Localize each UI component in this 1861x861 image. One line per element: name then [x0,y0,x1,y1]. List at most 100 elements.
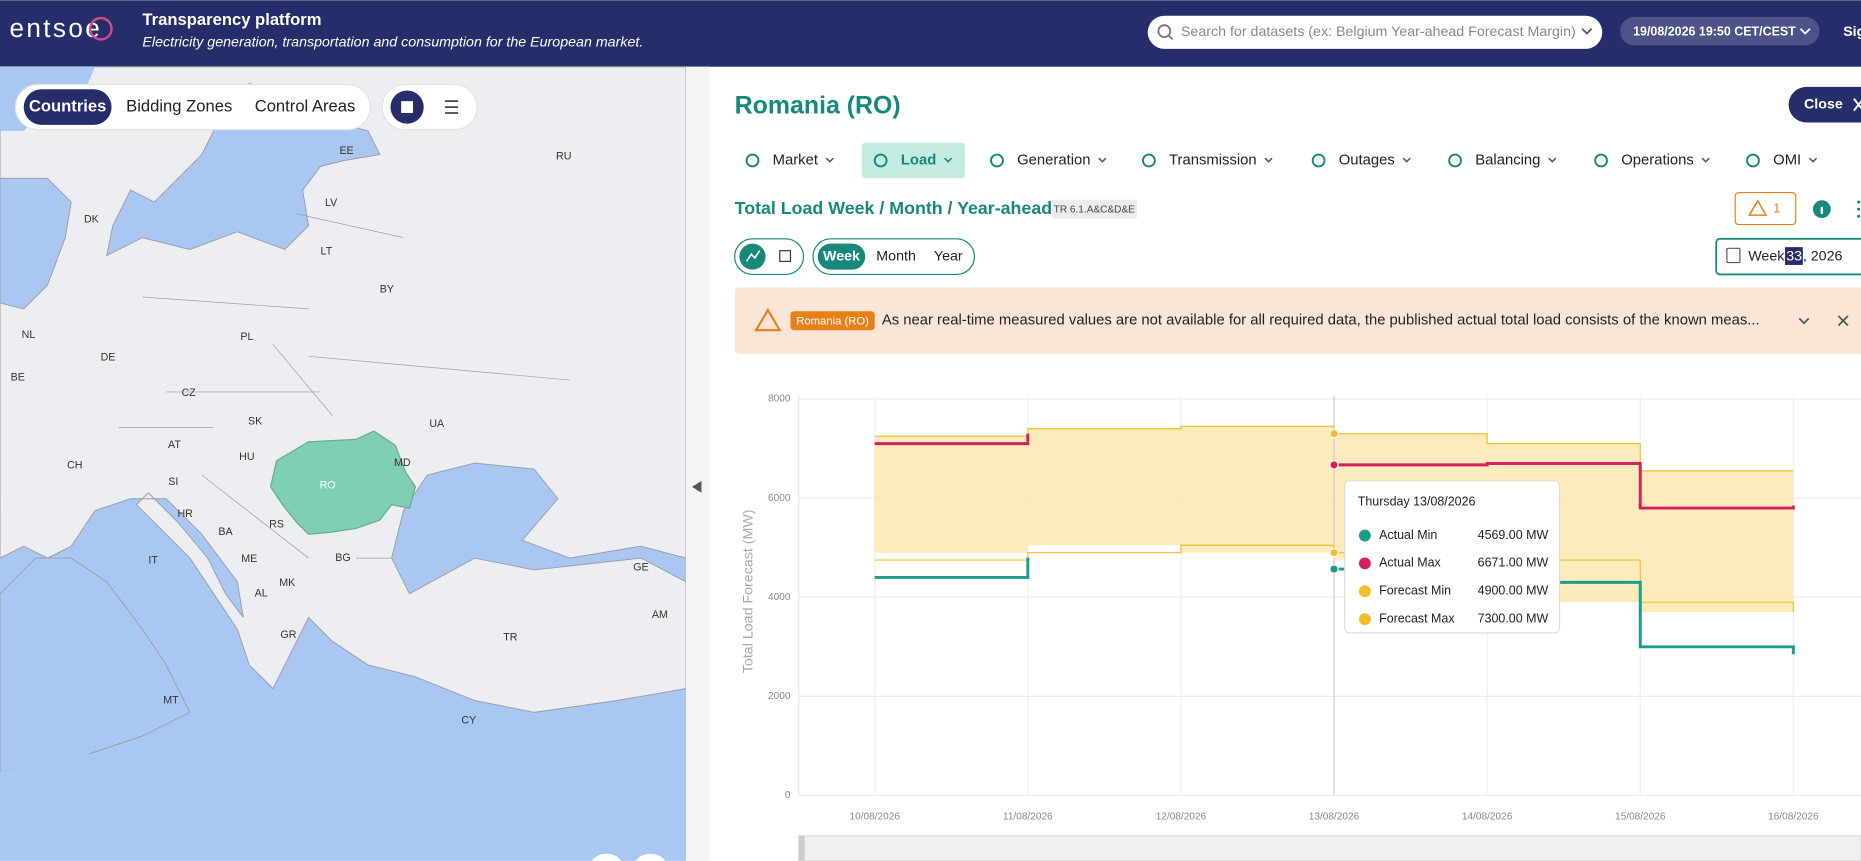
menu-chevron [1808,157,1818,163]
search-box[interactable] [1147,15,1603,49]
date-prefix: Week [1748,248,1785,264]
date-selection [1785,247,1803,265]
country-label[interactable]: LT [321,246,333,258]
menu-item[interactable]: Load [901,152,936,168]
collapse-arrow[interactable] [691,480,702,493]
menu-item[interactable]: Balancing [1475,152,1540,168]
more-button[interactable] [1857,200,1861,204]
close-button[interactable] [1788,86,1861,123]
menu-item[interactable]: Operations [1621,152,1694,168]
country-label[interactable]: RU [556,151,571,163]
more-button[interactable] [1857,214,1861,218]
border [118,213,570,559]
menu-chevron [944,157,953,163]
country-label[interactable]: BY [380,284,394,296]
country-label[interactable]: BE [11,372,25,384]
splitter[interactable] [686,66,710,861]
menu-item[interactable]: Generation [1017,152,1090,168]
y-axis-label: Total Load Forecast (MW) [741,509,757,673]
menu-chevron [1701,157,1710,163]
datetime-pill[interactable] [1620,16,1820,46]
chevron [1799,28,1811,35]
menu-item[interactable]: Market [773,152,819,168]
country-label[interactable]: BG [335,552,350,564]
country-label[interactable]: BA [218,526,233,538]
hover-point [1329,460,1339,470]
country-label[interactable]: CY [461,715,476,727]
tooltip-value: 4900.00 MW [1478,584,1549,598]
menu-chevron [1098,157,1107,163]
period-option[interactable]: Year [934,248,963,264]
country-label[interactable]: SK [248,415,262,427]
tooltip [1344,480,1561,634]
map-tab[interactable]: Countries [29,96,107,115]
country-label[interactable]: NL [22,329,36,341]
menu-icon [1746,153,1760,168]
map-tab[interactable]: Bidding Zones [126,96,232,115]
country-label[interactable]: PL [240,331,253,343]
navigator-handle[interactable] [798,835,805,861]
map-tab[interactable]: Control Areas [255,96,356,115]
more-button[interactable] [1857,207,1861,211]
country-label[interactable]: MD [394,457,411,469]
notice-badge [790,311,875,331]
header-title: Transparency platform [142,10,321,29]
country-label[interactable]: DK [84,214,99,226]
calendar-icon [1726,247,1741,264]
menu-item[interactable]: OMI [1773,152,1801,168]
x-tick-label: 11/08/2026 [1003,811,1053,822]
map-control[interactable] [631,853,669,861]
date-selected: 33 [1786,248,1802,264]
country-label[interactable]: LV [325,197,338,209]
period-option[interactable]: Week [823,248,860,264]
country-label[interactable]: SI [168,476,178,488]
list-view-button[interactable] [445,100,459,114]
notice-badge-label: Romania (RO) [796,315,869,327]
country-label[interactable]: GR [280,629,296,641]
notice-icon [754,307,782,332]
mediterranean [0,557,191,773]
menu-icon [1141,153,1156,168]
alert-icon [1748,199,1768,216]
country-label[interactable]: GE [633,561,648,573]
alert-count: 1 [1773,201,1780,216]
tooltip-swatch [1358,585,1371,598]
logo[interactable]: entsoe [9,13,102,43]
dataset-code: TR 6.1.A&C&D&E [1054,204,1135,215]
tooltip-swatch [1358,557,1371,570]
country-label[interactable]: DE [101,351,116,363]
chart-view-button[interactable] [739,243,766,270]
romania-selected[interactable] [269,430,417,535]
alert-button[interactable] [1734,191,1797,226]
menu-item[interactable]: Transmission [1169,152,1257,168]
country-label[interactable]: AM [652,609,668,621]
notice-expand[interactable] [1798,317,1810,325]
menu-item[interactable]: Outages [1339,152,1395,168]
map-control[interactable] [587,853,625,861]
sign-in[interactable]: Sig [1843,24,1861,40]
tab-selected [23,89,112,125]
period-option[interactable]: Month [876,248,916,264]
menu-icon [1594,153,1608,168]
country-label[interactable]: MK [279,577,295,589]
country-label[interactable]: AL [255,588,268,600]
country-label[interactable]: MT [163,694,179,706]
country-label[interactable]: UA [429,418,445,430]
dataset-title: Total Load Week / Month / Year-ahead [735,198,1052,218]
country-label[interactable]: EE [339,145,353,157]
country-label[interactable]: RO [320,480,336,492]
country-label[interactable]: TR [503,631,518,643]
country-label[interactable]: HR [177,508,193,520]
country-label[interactable]: HU [239,451,254,463]
country-label[interactable]: ME [241,553,257,565]
country-label[interactable]: CH [67,459,82,471]
country-label[interactable]: AT [168,439,181,451]
table-view-button[interactable] [779,250,792,262]
country-label[interactable]: CZ [182,387,197,399]
country-label[interactable]: RS [269,519,284,531]
navigator[interactable] [798,835,1861,861]
country-label[interactable]: IT [148,554,158,566]
date-suffix: , 2026 [1803,248,1843,264]
notice-close[interactable] [1837,315,1849,327]
